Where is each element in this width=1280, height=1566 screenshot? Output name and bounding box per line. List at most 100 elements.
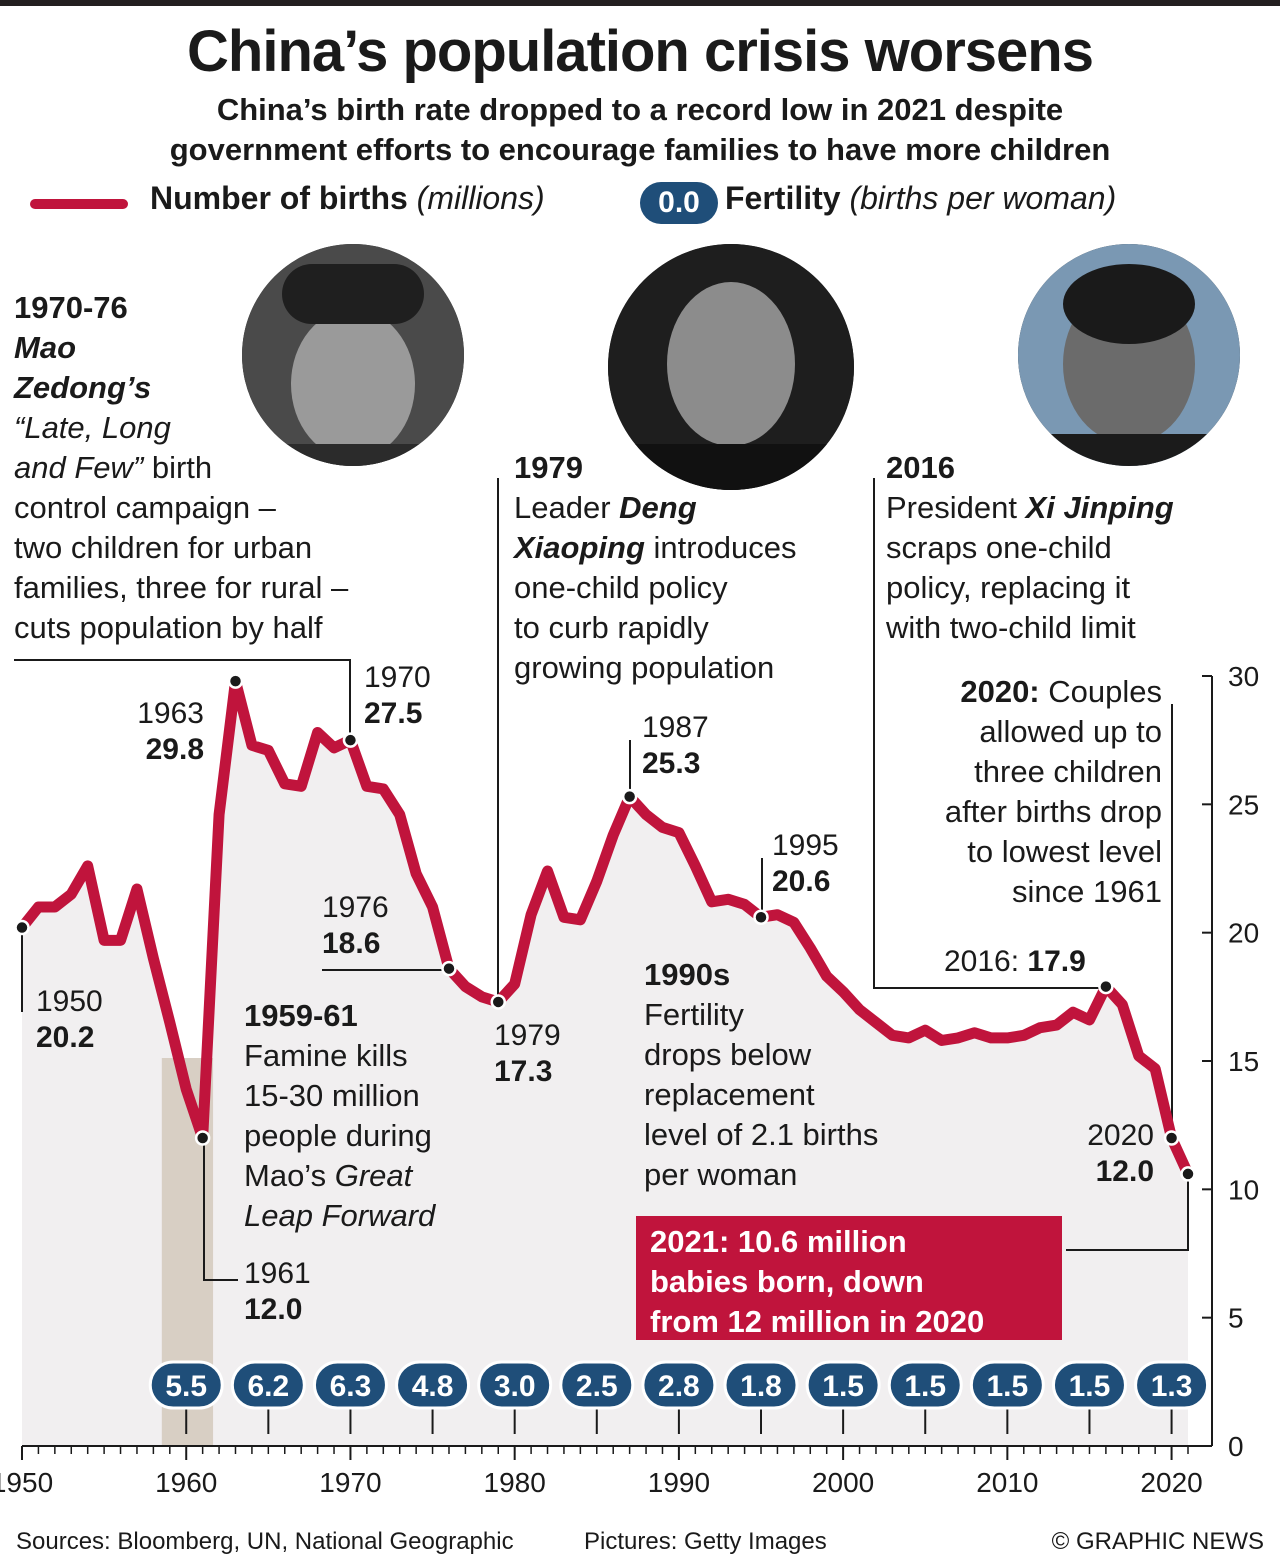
fertility-value-2005: 1.5 [904,1370,946,1403]
page-title: China’s population crisis worsens [187,19,1094,84]
deng-line-2b: introduces [644,530,797,565]
fertility-badge-2020 [1134,1360,1210,1410]
fertility-value-1980: 3.0 [494,1370,536,1403]
y-tick-label-0: 0 [1228,1431,1244,1462]
label-1963: 1963 29.8 [120,696,204,768]
deng-line-5: growing population [514,650,775,685]
callout-2021: 2021: 10.6 million babies born, down fro… [636,1216,1062,1340]
legend-births-swatch [30,199,128,209]
famine-line-3: people during [244,1118,432,1153]
y-tick-label-20: 20 [1228,918,1259,949]
x-tick-label-1950: 1950 [0,1467,53,1498]
label-1987-value: 25.3 [642,747,701,780]
nineties-line-2: drops below [644,1037,812,1072]
fertility-badge-2005 [887,1360,963,1410]
famine-line-1: Famine kills [244,1038,408,1073]
x-tick-label-2000: 2000 [812,1467,874,1498]
famine-line-4b: Great [334,1158,413,1193]
xi-line-4: with two-child limit [886,610,1136,645]
deng-year: 1979 [514,450,583,485]
leader-2021 [1066,1178,1189,1251]
x-tick-label-1990: 1990 [648,1467,710,1498]
fertility-value-2000: 1.5 [822,1370,864,1403]
label-2020-year: 2020 [1087,1119,1154,1152]
label-1976-value: 18.6 [322,927,381,960]
legend-fertility-badge: 0.0 [640,182,718,224]
mao-text-3: control campaign – [14,490,276,525]
label-1979-year: 1979 [494,1019,561,1052]
deng-portrait [608,244,854,490]
fertility-value-1965: 6.2 [247,1370,289,1403]
label-1995-year: 1995 [772,829,839,862]
nineties-line-5: per woman [644,1157,798,1192]
a2020-lead: 2020: [960,674,1040,709]
y-tick-label-10: 10 [1228,1174,1259,1205]
fertility-badge-2010 [969,1360,1045,1410]
fertility-value-2015: 1.5 [1069,1370,1111,1403]
y-tick-label-25: 25 [1228,789,1259,820]
callout-line-2: babies born, down [650,1264,924,1299]
label-2016-prefix: 2016: [944,945,1028,978]
mao-portrait [242,244,464,466]
annotation-deng: 1979 Leader Deng Xiaoping introduces one… [514,448,797,688]
label-1961-value: 12.0 [244,1293,303,1326]
nineties-line-4: level of 2.1 births [644,1117,879,1152]
label-1979: 1979 17.3 [494,1018,561,1090]
famine-line-5: Leap Forward [244,1198,436,1233]
a2020-line-6: since 1961 [1012,874,1162,909]
top-rule [0,0,1280,6]
annotation-2020: 2020: Couples allowed up to three childr… [880,672,1162,912]
a2020-line-5: to lowest level [967,834,1162,869]
footer: Sources: Bloomberg, UN, National Geograp… [0,1522,1280,1566]
label-2016: 2016: 17.9 [944,944,1086,980]
label-1961-year: 1961 [244,1257,311,1290]
y-tick-label-30: 30 [1228,661,1259,692]
label-2020: 2020 12.0 [1060,1118,1154,1190]
fertility-value-2010: 1.5 [986,1370,1028,1403]
deng-line-1b: Deng [619,490,697,525]
a2020-line-3: three children [974,754,1162,789]
label-2020-value: 12.0 [1095,1155,1154,1188]
famine-line-2: 15-30 million [244,1078,420,1113]
nineties-line-1: Fertility [644,997,744,1032]
mao-name-1: Mao [14,330,76,365]
legend-births-unit: (millions) [416,180,545,216]
data-point-1976 [441,960,457,977]
callout-line-3: from 12 million in 2020 [650,1304,985,1339]
subtitle-line-1: China’s birth rate dropped to a record l… [216,92,1064,127]
y-tick-label-5: 5 [1228,1303,1244,1334]
fertility-badge-1980 [477,1360,553,1410]
leader-mao [14,659,351,745]
data-point-2020 [1163,1130,1180,1146]
deng-line-3: one-child policy [514,570,728,605]
annotation-famine: 1959-61 Famine kills 15-30 million peopl… [244,996,435,1236]
data-point-1979 [490,994,507,1010]
footer-pictures: Pictures: Getty Images [584,1528,827,1555]
xi-line-1a: President [886,490,1026,525]
annotation-1990s: 1990s Fertility drops below replacement … [644,955,878,1195]
data-point-1950 [14,919,30,936]
label-1976: 1976 18.6 [322,890,389,962]
y-tick-label-15: 15 [1228,1046,1259,1077]
fertility-value-1990: 2.8 [658,1370,700,1403]
legend-births: Number of births (millions) [150,180,545,217]
a2020-line-1: Couples [1039,674,1162,709]
data-point-1987 [621,788,638,805]
legend-fertility-unit: (births per woman) [849,180,1117,216]
label-1950-year: 1950 [36,985,103,1018]
mao-text-6: cuts population by half [14,610,323,645]
xi-line-3: policy, replacing it [886,570,1131,605]
label-1963-year: 1963 [137,697,204,730]
fertility-badge-1985 [559,1360,635,1410]
subtitle-line-2: government efforts to encourage families… [169,132,1111,167]
fertility-value-1985: 2.5 [576,1370,618,1403]
nineties-year: 1990s [644,957,731,992]
label-1987-year: 1987 [642,711,709,744]
xi-year: 2016 [886,450,955,485]
xi-line-2: scraps one-child [886,530,1112,565]
fertility-badge-1975 [395,1360,471,1410]
fertility-badge-1965 [230,1360,306,1410]
fertility-value-1970: 6.3 [330,1370,372,1403]
callout-line-1: 2021: 10.6 million [650,1224,907,1259]
